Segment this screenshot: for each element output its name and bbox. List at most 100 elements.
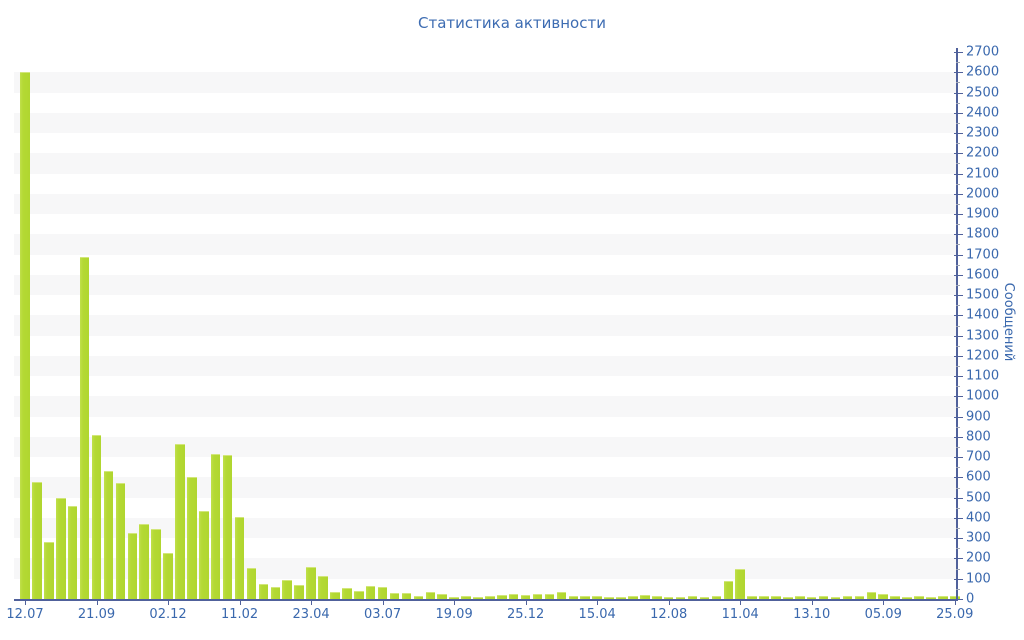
y-tick-minor xyxy=(956,467,960,469)
bar[interactable] xyxy=(67,505,78,600)
bar[interactable] xyxy=(783,596,793,600)
bar[interactable] xyxy=(234,516,245,600)
bar[interactable] xyxy=(830,596,841,600)
y-tick-major xyxy=(954,578,963,580)
bar[interactable] xyxy=(401,592,412,600)
bar[interactable] xyxy=(222,455,233,600)
bar[interactable] xyxy=(389,593,400,600)
bar[interactable] xyxy=(902,596,912,600)
bar[interactable] xyxy=(294,584,304,600)
bar[interactable] xyxy=(890,596,900,600)
bar[interactable] xyxy=(210,454,221,600)
bar[interactable] xyxy=(425,591,436,600)
bar[interactable] xyxy=(258,583,269,600)
bar[interactable] xyxy=(199,510,209,600)
bar[interactable] xyxy=(330,591,340,600)
bar[interactable] xyxy=(508,594,519,600)
bar[interactable] xyxy=(544,593,555,600)
bar[interactable] xyxy=(652,595,662,600)
bar[interactable] xyxy=(878,593,888,600)
bar[interactable] xyxy=(56,497,66,600)
bar[interactable] xyxy=(592,595,602,600)
bar[interactable] xyxy=(79,256,90,600)
bar[interactable] xyxy=(115,482,126,600)
y-tick-minor xyxy=(956,183,960,185)
bar[interactable] xyxy=(806,596,817,600)
bar[interactable] xyxy=(795,596,805,600)
bar[interactable] xyxy=(914,596,924,600)
x-tick-label: 25.12 xyxy=(507,607,545,622)
bar[interactable] xyxy=(926,596,936,600)
bar[interactable] xyxy=(127,533,138,600)
bar[interactable] xyxy=(723,580,734,600)
y-tick-major xyxy=(954,193,963,195)
bar[interactable] xyxy=(532,594,543,600)
y-tick-major xyxy=(954,416,963,418)
bar[interactable] xyxy=(711,595,722,600)
bar[interactable] xyxy=(950,595,960,600)
bar[interactable] xyxy=(306,566,316,600)
bar[interactable] xyxy=(842,596,853,600)
bar[interactable] xyxy=(759,596,769,600)
bar[interactable] xyxy=(818,596,829,600)
bar[interactable] xyxy=(556,592,567,600)
bar[interactable] xyxy=(342,587,352,600)
bar[interactable] xyxy=(318,575,328,600)
bar[interactable] xyxy=(32,481,42,600)
bar[interactable] xyxy=(139,524,149,600)
y-tick-minor xyxy=(956,244,960,246)
bar[interactable] xyxy=(747,595,757,600)
x-tick xyxy=(382,601,384,605)
y-tick-label: 600 xyxy=(966,469,991,485)
bar[interactable] xyxy=(485,596,495,600)
bar[interactable] xyxy=(270,586,281,600)
bar[interactable] xyxy=(365,585,376,600)
y-tick-minor xyxy=(956,528,960,530)
bar[interactable] xyxy=(854,596,865,600)
bar[interactable] xyxy=(568,595,579,600)
y-tick-minor xyxy=(956,62,960,64)
bar[interactable] xyxy=(640,594,650,600)
bar[interactable] xyxy=(246,567,257,600)
y-tick-minor xyxy=(956,143,960,145)
y-tick-label: 200 xyxy=(966,550,991,566)
bar[interactable] xyxy=(175,444,185,600)
bar[interactable] xyxy=(520,594,531,600)
bar[interactable] xyxy=(675,596,686,600)
bar[interactable] xyxy=(938,596,948,600)
bar[interactable] xyxy=(187,477,197,600)
x-tick-label: 12.08 xyxy=(650,607,688,622)
bar[interactable] xyxy=(377,587,388,600)
bar[interactable] xyxy=(20,72,30,600)
bar[interactable] xyxy=(413,595,424,600)
y-tick-label: 1200 xyxy=(966,348,1000,364)
bar[interactable] xyxy=(687,595,698,600)
bar[interactable] xyxy=(580,595,590,600)
bar[interactable] xyxy=(616,596,626,600)
bar[interactable] xyxy=(282,579,292,600)
bar[interactable] xyxy=(473,596,483,600)
bar[interactable] xyxy=(604,596,614,600)
bar[interactable] xyxy=(103,471,114,600)
y-tick-label: 2400 xyxy=(966,105,1000,121)
bar[interactable] xyxy=(628,595,638,600)
x-tick-label: 03.07 xyxy=(363,607,402,622)
bar[interactable] xyxy=(437,593,447,600)
bar[interactable] xyxy=(771,595,781,600)
y-tick-label: 700 xyxy=(966,449,991,465)
y-tick-label: 1500 xyxy=(966,287,1000,303)
bar[interactable] xyxy=(497,594,507,600)
bar[interactable] xyxy=(449,596,459,600)
bar[interactable] xyxy=(91,434,102,600)
bar[interactable] xyxy=(866,592,877,600)
bar[interactable] xyxy=(461,595,471,600)
bar[interactable] xyxy=(735,568,745,600)
bar[interactable] xyxy=(151,529,161,600)
bar[interactable] xyxy=(163,553,173,600)
y-tick-minor xyxy=(956,82,960,84)
bar[interactable] xyxy=(663,596,674,600)
x-tick xyxy=(883,601,885,605)
bar[interactable] xyxy=(699,596,710,600)
bar[interactable] xyxy=(44,542,54,600)
bar[interactable] xyxy=(354,590,364,600)
